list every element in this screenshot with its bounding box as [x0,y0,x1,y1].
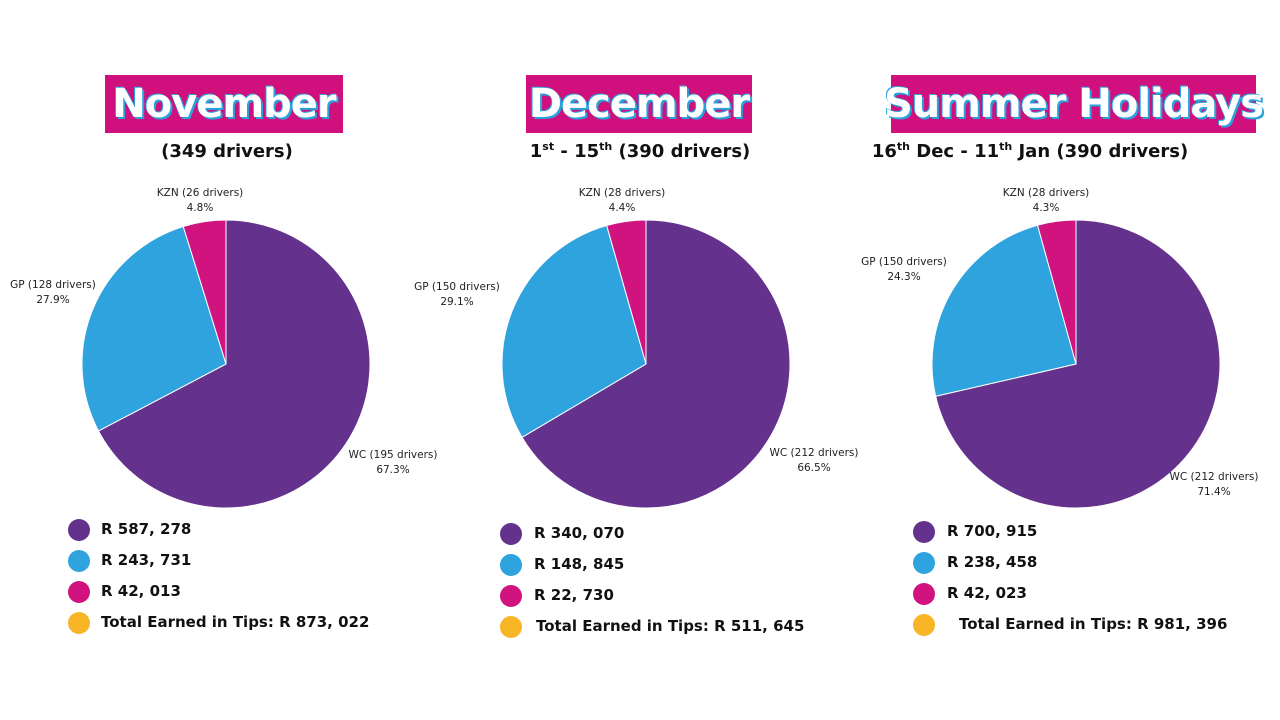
pie-slice-gp [931,224,1077,397]
pie-chart: WC (212 drivers) 71.4% GP (150 drivers) 24.… [861,187,1259,509]
subtitle: (349 drivers) [161,141,293,162]
subtitle: 1st - 15th (390 drivers) [529,140,751,162]
slice-label-kzn-pct: 4.8% [187,202,214,214]
title-banner: November [105,75,343,133]
slice-label-wc-pct: 67.3% [376,464,409,476]
slice-label-gp-name: GP (150 drivers) [414,281,500,293]
gp-dot-icon [500,554,522,576]
slice-label-wc-name: WC (212 drivers) [770,447,859,459]
pie-slice-wc [935,219,1221,509]
wc-dot-icon [913,521,935,543]
slice-label-kzn-name: KZN (26 drivers) [157,187,244,199]
slice-label-gp-pct: 29.1% [440,296,473,308]
kzn-dot-icon [500,585,522,607]
pie-slice-gp [501,224,647,438]
pie-slice-wc [521,219,791,509]
wc-dot-icon [68,519,90,541]
panel-december: December 1st - 15th (390 drivers) WC (21… [414,0,858,720]
slice-label-gp-name: GP (150 drivers) [861,256,947,268]
total-dot-icon [913,614,935,636]
total-dot-icon [68,612,90,634]
slice-label-kzn-name: KZN (28 drivers) [1003,187,1090,199]
title-banner: Summer Holidays [884,75,1264,133]
panel-summer-holidays: Summer Holidays 16th Dec - 11th Jan (390… [850,0,1270,720]
slice-label-wc-name: WC (195 drivers) [349,449,438,461]
pie-slice-kzn [182,219,227,365]
slice-label-kzn-pct: 4.3% [1033,202,1060,214]
slice-label-kzn-pct: 4.4% [609,202,636,214]
slice-label-wc-name: WC (212 drivers) [1170,471,1259,483]
slice-label-gp-pct: 24.3% [887,271,920,283]
pie-chart: WC (195 drivers) 67.3% GP (128 drivers) 27.… [10,187,437,509]
pie-slice-gp [81,225,227,432]
gp-dot-icon [68,550,90,572]
kzn-dot-icon [913,583,935,605]
title-banner: December [526,75,752,133]
subtitle: 16th Dec - 11th Jan (390 drivers) [871,140,1189,162]
slice-label-gp-name: GP (128 drivers) [10,279,96,291]
pie-slice-wc [97,219,371,509]
total-dot-icon [500,616,522,638]
slice-label-gp-pct: 27.9% [36,294,69,306]
slice-label-kzn-name: KZN (28 drivers) [579,187,666,199]
pie-slice-kzn [1036,219,1077,365]
pie-chart: WC (212 drivers) 66.5% GP (150 drivers) 29.… [414,187,858,509]
gp-dot-icon [913,552,935,574]
wc-dot-icon [500,523,522,545]
kzn-dot-icon [68,581,90,603]
slice-label-wc-pct: 66.5% [797,462,830,474]
pie-slice-kzn [606,219,647,365]
slice-label-wc-pct: 71.4% [1197,486,1230,498]
panel-november: November (349 drivers) WC (195 drivers) 6… [0,0,437,720]
